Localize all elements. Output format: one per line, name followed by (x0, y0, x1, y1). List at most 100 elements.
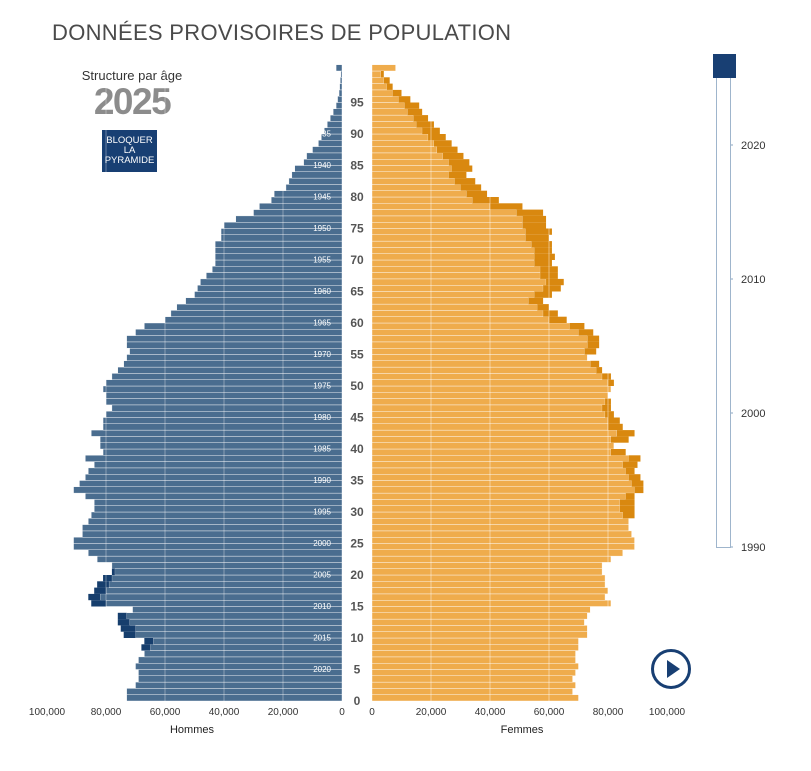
men-bar (138, 656, 343, 664)
men-bar (99, 436, 343, 443)
women-bar (371, 524, 629, 532)
women-bar (371, 215, 523, 223)
x-tick-label-left: 80,000 (91, 707, 122, 718)
men-bar (102, 448, 343, 456)
women-bar (371, 360, 591, 368)
women-bar (371, 581, 606, 588)
men-bar (135, 329, 343, 336)
men-excess-bar (123, 631, 136, 638)
women-bar (371, 694, 579, 702)
women-bar (371, 184, 461, 191)
women-bar (371, 240, 532, 248)
birth-year-label: 1960 (313, 287, 331, 296)
men-bar (135, 625, 343, 632)
women-bar (371, 234, 526, 242)
women-excess-bar (610, 436, 629, 443)
age-tick-label: 50 (350, 379, 364, 393)
women-excess-bar (628, 474, 641, 481)
women-bar (371, 108, 408, 116)
men-bar (335, 102, 343, 110)
women-bar (371, 486, 635, 494)
x-tick-label-right: 60,000 (534, 707, 565, 718)
women-bar (371, 606, 591, 614)
x-tick-label-left: 100,000 (29, 707, 66, 718)
women-bar (371, 152, 444, 160)
women-bar (371, 196, 473, 204)
women-excess-bar (543, 310, 558, 317)
birth-year-label: 1985 (313, 445, 331, 454)
women-bar (371, 171, 449, 179)
women-excess-bar (428, 134, 446, 141)
age-tick-label: 5 (354, 663, 361, 677)
play-icon (667, 660, 680, 678)
women-bar (371, 398, 606, 406)
x-axis-label-men: Hommes (170, 724, 215, 736)
men-bar (91, 511, 343, 519)
women-bar (371, 656, 576, 664)
women-bar (371, 247, 535, 254)
age-tick-label: 75 (350, 222, 364, 236)
men-bar (339, 83, 343, 91)
men-excess-bar (117, 612, 127, 620)
women-excess-bar (569, 323, 585, 330)
year-slider-handle[interactable] (713, 54, 736, 78)
men-bar (93, 505, 343, 513)
birth-year-label: 1955 (313, 256, 331, 265)
men-bar (135, 631, 343, 639)
year-slider-track[interactable] (716, 78, 731, 548)
women-bar (371, 562, 603, 569)
women-bar (371, 461, 623, 469)
women-bar (371, 537, 635, 544)
women-bar (371, 121, 417, 128)
women-bar (371, 480, 632, 488)
men-bar (138, 669, 343, 677)
women-bar (371, 291, 535, 299)
men-bar (135, 681, 343, 689)
women-excess-bar (448, 159, 470, 166)
age-tick-label: 35 (350, 474, 364, 488)
women-excess-bar (605, 411, 614, 418)
play-button[interactable] (651, 649, 691, 689)
men-bar (144, 650, 343, 658)
men-bar (96, 555, 343, 563)
men-bar (111, 574, 343, 582)
men-bar (82, 524, 343, 532)
page-title: DONNÉES PROVISOIRES DE POPULATION (52, 20, 512, 45)
women-bar (371, 190, 467, 198)
women-excess-bar (587, 341, 600, 349)
men-bar (170, 310, 343, 317)
age-tick-label: 20 (350, 568, 364, 582)
women-excess-bar (383, 77, 390, 84)
women-excess-bar (540, 266, 558, 273)
men-bar (138, 675, 343, 683)
lock-pyramid-button[interactable]: BLOQUER LA PYRAMIDE (102, 130, 157, 172)
women-bar (371, 329, 579, 336)
women-bar (371, 140, 435, 147)
men-bar (88, 518, 343, 525)
current-year: 2025 (93, 81, 172, 122)
men-bar (114, 568, 343, 576)
men-bar (340, 70, 343, 78)
men-bar (335, 64, 343, 72)
women-bar (371, 612, 588, 620)
women-excess-bar (631, 480, 644, 487)
women-bar (371, 64, 396, 72)
birth-year-label: 2005 (313, 571, 331, 580)
men-bar (91, 429, 343, 437)
men-bar (93, 499, 343, 506)
women-excess-bar (534, 291, 552, 298)
birth-year-label: 1975 (313, 382, 331, 391)
birth-year-label: 1980 (313, 413, 331, 422)
slider-tick-label: 2020 (741, 140, 765, 152)
women-bar (371, 114, 414, 122)
women-bar (371, 297, 529, 305)
women-bar (371, 669, 576, 677)
men-bar (235, 215, 343, 223)
men-bar (126, 612, 343, 620)
women-bar (371, 158, 449, 166)
x-tick-label-right: 80,000 (593, 707, 624, 718)
men-bar (337, 95, 343, 103)
men-bar (73, 486, 343, 494)
age-tick-label: 95 (350, 96, 364, 110)
